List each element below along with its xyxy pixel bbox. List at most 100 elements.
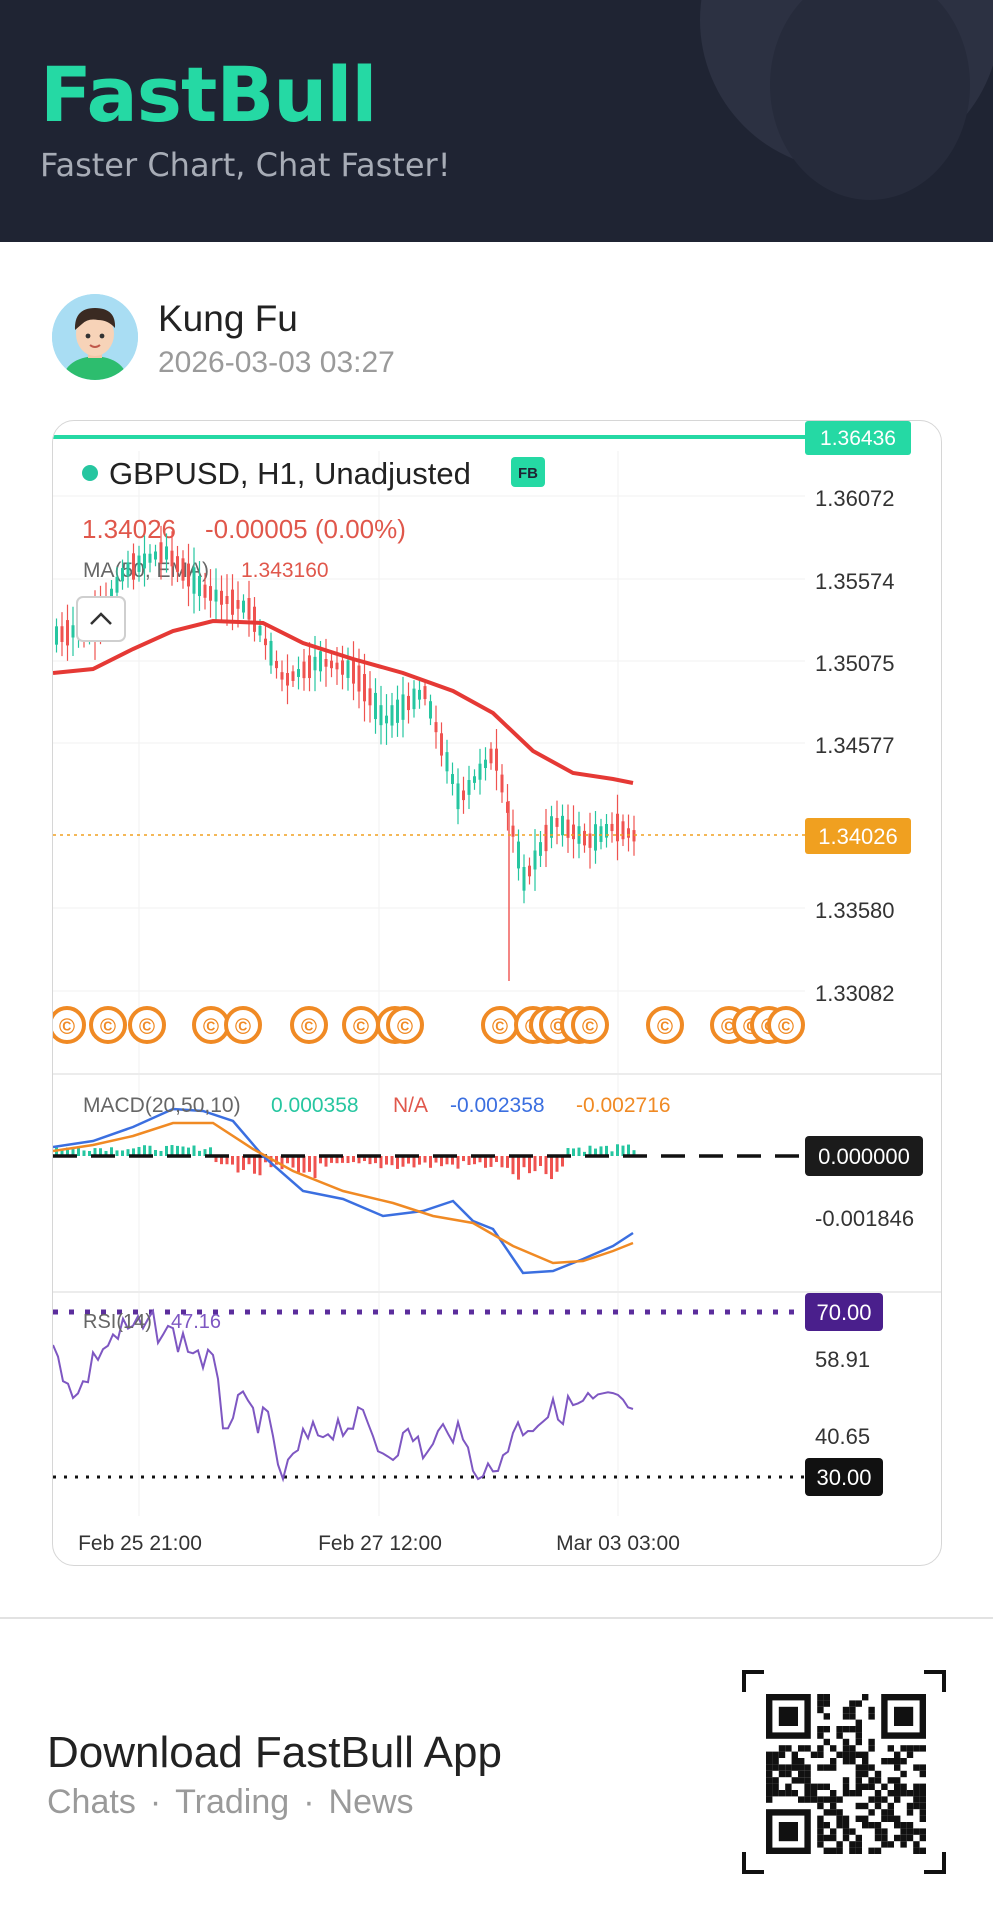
candle-body: [401, 694, 405, 720]
qr-module: [855, 1726, 862, 1733]
qr-module: [874, 1770, 882, 1778]
macd-bar: [528, 1156, 531, 1174]
event-marker-icon[interactable]: ©: [342, 1006, 380, 1044]
macd-bar: [115, 1150, 119, 1156]
candle-body: [583, 830, 586, 846]
event-marker-icon[interactable]: ©: [290, 1006, 328, 1044]
qr-module: [798, 1770, 805, 1778]
rsi-upper-tag-text: 70.00: [816, 1300, 871, 1325]
rsi-axis-tick: 40.65: [815, 1424, 870, 1449]
qr-module: [894, 1783, 901, 1790]
qr-module: [887, 1758, 894, 1765]
candle-body: [253, 606, 256, 632]
current-price-tag: [805, 818, 911, 854]
event-markers[interactable]: ©©©©©©©©©©©©©©©©©©©©: [53, 1006, 805, 1044]
candle-body: [71, 625, 75, 638]
candle-body: [148, 553, 152, 563]
candle-body: [572, 824, 575, 840]
event-marker-icon[interactable]: ©: [571, 1006, 609, 1044]
candle-body: [313, 656, 317, 671]
qr-module: [842, 1828, 850, 1835]
chart-card[interactable]: 1.36436 GBPUSD, H1, Unadjusted FB 1.3402…: [52, 420, 942, 1566]
svg-text:©: ©: [235, 1014, 251, 1039]
macd-bar: [577, 1147, 581, 1156]
current-price-tag-text: 1.34026: [818, 824, 898, 849]
svg-text:©: ©: [100, 1014, 116, 1039]
qr-module: [836, 1751, 843, 1758]
event-marker-icon[interactable]: ©: [224, 1006, 262, 1044]
event-marker-icon[interactable]: ©: [646, 1006, 684, 1044]
event-marker-icon[interactable]: ©: [89, 1006, 127, 1044]
macd-bar: [599, 1146, 603, 1156]
qr-module: [817, 1764, 824, 1771]
qr-module: [849, 1841, 856, 1848]
candle-body: [60, 626, 64, 643]
macd-bar: [533, 1156, 537, 1172]
qr-module: [804, 1764, 811, 1771]
macd-bar: [302, 1156, 306, 1173]
qr-module: [919, 1770, 926, 1778]
qr-module: [778, 1745, 786, 1752]
qr-module: [798, 1796, 805, 1803]
qr-module: [785, 1770, 792, 1778]
qr-module: [817, 1822, 824, 1829]
app-header: FastBull Faster Chart, Chat Faster!: [0, 0, 993, 242]
qr-module: [849, 1706, 856, 1714]
candle-body: [297, 669, 300, 677]
qr-module: [849, 1847, 856, 1854]
last-price: 1.34026: [82, 514, 176, 544]
collapse-indicators-button[interactable]: [76, 596, 126, 642]
candle-body: [236, 600, 240, 609]
event-marker-icon[interactable]: ©: [481, 1006, 519, 1044]
qr-module: [823, 1822, 830, 1829]
svg-text:©: ©: [492, 1014, 508, 1039]
qr-module: [849, 1713, 856, 1720]
macd-bar: [572, 1148, 575, 1156]
candle-body: [495, 748, 498, 771]
macd-bar: [561, 1156, 564, 1167]
macd-bar: [121, 1150, 124, 1156]
qr-module: [817, 1751, 824, 1758]
qr-module: [868, 1745, 875, 1752]
qr-module: [804, 1770, 811, 1778]
candle-body: [291, 671, 295, 681]
macd-bar: [495, 1156, 498, 1163]
svg-text:©: ©: [203, 1014, 219, 1039]
download-qr-code[interactable]: [742, 1670, 946, 1874]
event-marker-icon[interactable]: ©: [386, 1006, 424, 1044]
candle-body: [418, 689, 421, 700]
candlestick-series: [55, 525, 636, 981]
event-marker-icon[interactable]: ©: [767, 1006, 805, 1044]
rsi-value: 47.16: [171, 1311, 221, 1333]
candle-body: [616, 813, 619, 842]
qr-module: [849, 1751, 856, 1758]
macd-bar: [506, 1156, 509, 1168]
macd-bar: [181, 1146, 185, 1156]
candle-body: [335, 662, 339, 670]
candle-body: [621, 821, 625, 840]
qr-module: [862, 1694, 869, 1701]
macd-bar: [550, 1156, 553, 1180]
macd-bar: [275, 1156, 278, 1165]
qr-module: [868, 1738, 875, 1746]
event-marker-icon[interactable]: ©: [53, 1006, 86, 1044]
event-marker-icon[interactable]: ©: [192, 1006, 230, 1044]
qr-module: [830, 1828, 837, 1835]
qr-module: [804, 1777, 811, 1784]
macd-bar: [209, 1147, 212, 1156]
macd-bar: [346, 1156, 350, 1164]
qr-module: [830, 1847, 837, 1854]
macd-bar: [231, 1156, 234, 1165]
qr-module: [906, 1751, 914, 1758]
event-marker-icon[interactable]: ©: [128, 1006, 166, 1044]
macd-bar: [555, 1156, 559, 1172]
macd-bar: [55, 1147, 58, 1156]
candle-body: [231, 589, 234, 615]
svg-text:©: ©: [657, 1014, 673, 1039]
price-chart[interactable]: 1.36436 GBPUSD, H1, Unadjusted FB 1.3402…: [53, 421, 941, 1565]
qr-module: [842, 1751, 850, 1758]
svg-text:©: ©: [397, 1014, 413, 1039]
qr-module: [868, 1796, 875, 1803]
candle-body: [462, 790, 465, 801]
qr-module: [836, 1726, 843, 1733]
